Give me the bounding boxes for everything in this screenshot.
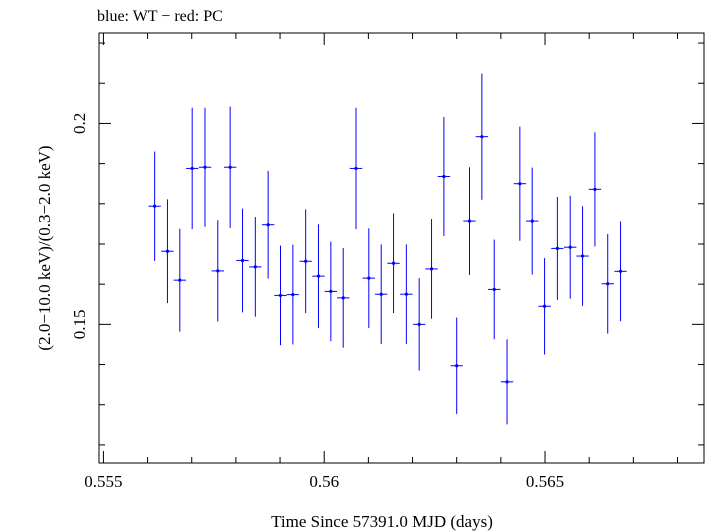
data-point [576,206,589,306]
data-point [286,244,300,345]
point-marker [291,293,295,297]
data-point [236,208,249,313]
point-marker [341,296,345,300]
data-point [173,228,186,332]
point-marker [216,269,220,273]
data-point [588,132,602,247]
y-tick-label: 0.15 [70,309,89,339]
data-point [375,244,388,345]
point-marker [429,267,434,271]
data-point [488,239,501,340]
axis-tick-labels: 0.555 0.56 0.565 0.15 0.2 [70,113,564,491]
data-point [475,73,489,200]
point-marker [240,258,245,263]
point-marker [606,282,610,286]
point-marker [253,265,257,269]
point-marker [455,364,459,368]
data-point [299,209,312,314]
chart-title: blue: WT − red: PC [97,8,223,25]
data-point [249,217,262,317]
point-marker [580,254,585,258]
data-point [513,126,527,241]
data-point [614,221,627,322]
x-axis-label: Time Since 57391.0 MJD (days) [271,512,493,531]
point-marker [467,219,472,223]
data-point [564,195,577,299]
point-marker [480,135,484,139]
point-marker [316,274,321,278]
point-marker [417,322,421,326]
point-marker [593,187,597,191]
point-marker [555,246,559,251]
data-point [211,220,224,322]
data-point [148,151,161,261]
point-marker [442,174,446,179]
point-marker [379,292,383,296]
point-marker [518,182,522,186]
x-tick-label: 0.565 [526,472,564,491]
point-marker [329,289,333,294]
point-marker [190,166,194,171]
point-marker [304,259,308,263]
point-marker [404,292,408,296]
data-point [161,199,174,304]
point-marker [391,261,396,265]
data-point [362,228,376,328]
point-marker [178,278,182,282]
data-point [312,224,325,328]
point-marker [367,276,371,280]
data-point [500,339,514,425]
point-marker [354,166,358,171]
data-point [185,107,199,230]
data-point [551,196,564,300]
point-marker [505,380,509,384]
y-axis-label: (2.0−10.0 keV)/(0.3−2.0 keV) [35,145,54,350]
point-marker [228,165,232,169]
point-marker [153,204,157,208]
data-point [463,167,476,275]
data-point [400,244,413,345]
x-tick-label: 0.555 [84,472,122,491]
data-point [425,219,438,319]
data-point [261,170,275,279]
plot-frame [98,32,705,464]
point-marker [530,219,534,223]
data-point [437,116,451,236]
point-marker [568,245,572,249]
data-point [324,241,338,342]
data-point [223,106,237,228]
point-marker [618,269,623,273]
data-point [538,258,551,355]
data-point [198,107,212,227]
axis-ticks [99,33,704,463]
x-tick-label: 0.56 [309,472,339,491]
data-point [349,107,363,230]
data-point [274,245,287,346]
data-point [412,278,426,371]
point-marker [203,165,207,169]
data-point [387,213,400,314]
data-point [601,233,614,334]
point-marker [165,249,170,253]
point-marker [492,287,496,291]
point-marker [542,304,547,308]
data-point [450,317,463,414]
point-marker [266,223,270,227]
data-point [526,167,539,275]
data-point [337,248,350,348]
data-points [148,73,627,425]
point-marker [278,293,283,298]
y-tick-label: 0.2 [70,113,89,134]
